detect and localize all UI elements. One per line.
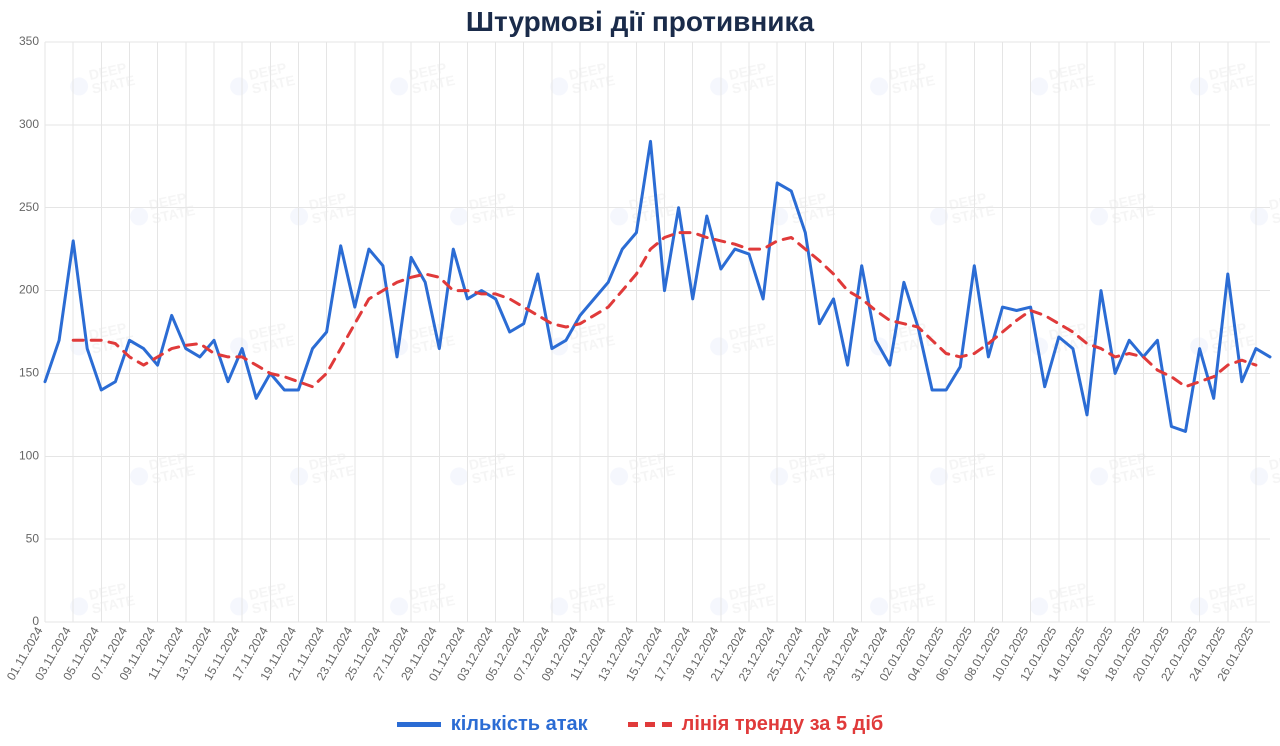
chart-legend: кількість атак лінія тренду за 5 діб: [0, 713, 1280, 736]
ytick-label: 300: [19, 117, 39, 131]
legend-label: лінія тренду за 5 діб: [682, 713, 884, 736]
ytick-label: 50: [26, 531, 40, 545]
ytick-label: 150: [19, 366, 39, 380]
legend-swatch: [628, 722, 672, 727]
watermark: DEEPSTATEDEEPSTATEDEEPSTATEDEEPSTATEDEEP…: [67, 58, 1280, 621]
ytick-label: 350: [19, 34, 39, 48]
ytick-label: 100: [19, 448, 39, 462]
legend-item-trend: лінія тренду за 5 діб: [628, 713, 884, 736]
chart-svg: DEEPSTATEDEEPSTATEDEEPSTATEDEEPSTATEDEEP…: [0, 0, 1280, 746]
legend-swatch: [397, 722, 441, 727]
legend-label: кількість атак: [451, 713, 588, 736]
series-attacks: [45, 141, 1270, 431]
ytick-label: 250: [19, 200, 39, 214]
chart-container: Штурмові дії противника DEEPSTATEDEEPSTA…: [0, 0, 1280, 746]
ytick-label: 200: [19, 283, 39, 297]
legend-item-attacks: кількість атак: [397, 713, 588, 736]
